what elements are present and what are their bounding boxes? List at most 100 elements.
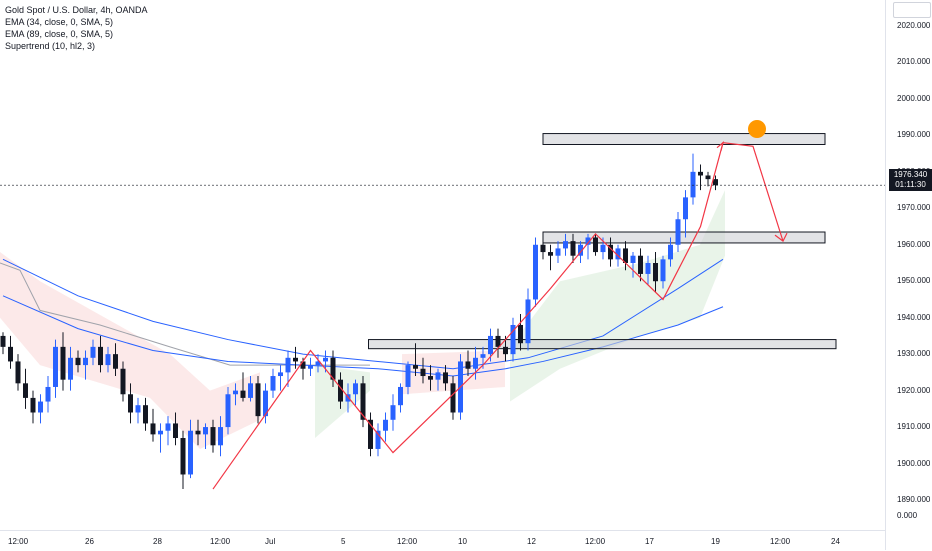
candle [623,248,628,263]
candle [360,383,366,420]
candle [98,346,103,366]
candle [53,346,58,387]
candle [563,241,568,249]
candle [465,361,471,369]
candle [308,365,313,369]
candle [233,390,238,395]
candle [270,376,276,391]
candle [578,244,583,256]
supertrend-bullish-zone-2 [510,190,725,402]
time-tick-label: 24 [831,537,840,546]
candle [705,175,711,180]
candle [158,430,163,435]
time-tick-label: 19 [711,537,720,546]
candle [600,244,606,253]
candle [60,346,66,380]
candle [323,357,328,362]
time-tick-label: 12 [527,537,536,546]
candle [533,244,538,300]
candle [428,376,433,380]
price-tick-label: 1930.000 [897,349,931,359]
time-tick-label: Jul [265,537,276,546]
up-arrow-head [716,141,725,151]
time-axis[interactable]: 12:00 26 28 12:00 Jul 5 12:00 10 12 12:00 17 19 12:0… [0,530,885,551]
time-tick-label: 10 [458,537,467,546]
current-price-tag: 1976.340 01:11:30 [889,169,932,191]
candle [113,354,118,369]
candle [383,419,388,431]
price-tick-label: 0.000 [897,511,918,520]
candle [315,361,321,366]
price-tick-label: 2010.000 [897,57,931,67]
price-tick-label: 1890.000 [897,495,931,504]
chart-canvas[interactable] [0,0,885,530]
candle [495,335,501,347]
candle [15,361,21,384]
candle [503,346,508,355]
candle [75,357,81,366]
candle [165,423,171,431]
candle [83,357,88,366]
time-tick-label: 26 [85,537,94,546]
candle [698,171,703,176]
candle [420,368,426,377]
candle [278,372,283,377]
price-axis[interactable]: 2020.0002010.0002000.0001990.0001980.000… [885,0,932,550]
candle [293,357,298,362]
candle [150,423,156,435]
candle [443,372,448,384]
candle [188,430,193,475]
time-tick-label: 28 [153,537,162,546]
ema-89-label[interactable]: EMA (89, close, 0, SMA, 5) [5,29,114,39]
candle [555,248,561,256]
candle [195,430,201,435]
candle [263,390,268,417]
candle [540,244,546,253]
time-tick-label: 5 [341,537,346,546]
candle [690,171,696,198]
candle [435,372,441,380]
time-tick-label: 12:00 [585,537,606,546]
candle [128,394,133,413]
candle [488,335,493,355]
bar-countdown: 01:11:30 [895,180,926,189]
candle [398,386,403,406]
candle [173,423,178,439]
candle [45,386,51,402]
candle [203,427,208,435]
candle [593,237,598,253]
time-tick-label: 17 [645,537,654,546]
candle [143,405,148,424]
sr-zone-3 [368,339,837,350]
candle [23,383,28,398]
candle [38,401,43,413]
candle [330,357,336,380]
ema-34-label[interactable]: EMA (34, close, 0, SMA, 5) [5,17,114,27]
candle [105,354,111,366]
candle [248,383,253,398]
candle [653,263,658,282]
candle [675,219,681,245]
price-tick-label: 1970.000 [897,203,931,213]
symbol-title[interactable]: Gold Spot / U.S. Dollar, 4h, OANDA [5,5,148,15]
price-tick-label: 1920.000 [897,385,931,395]
target-marker [748,120,766,138]
candle [240,390,246,398]
price-tick-label: 1960.000 [897,239,931,249]
candle [120,368,126,395]
candle [660,259,666,282]
supertrend-label[interactable]: Supertrend (10, hl2, 3) [5,41,96,51]
time-tick-label: 12:00 [210,537,231,546]
price-tick-label: 1900.000 [897,458,931,468]
candle [683,197,688,220]
ema-89-line [2,258,724,370]
candle [518,324,523,344]
candle [713,179,718,186]
candle [345,394,351,402]
price-tick-label: 1950.000 [897,276,931,286]
candle [90,346,96,358]
chart-settings-button[interactable] [893,2,931,18]
candle [645,263,651,274]
supertrend-bearish-zone [0,252,260,449]
candle [615,248,621,260]
